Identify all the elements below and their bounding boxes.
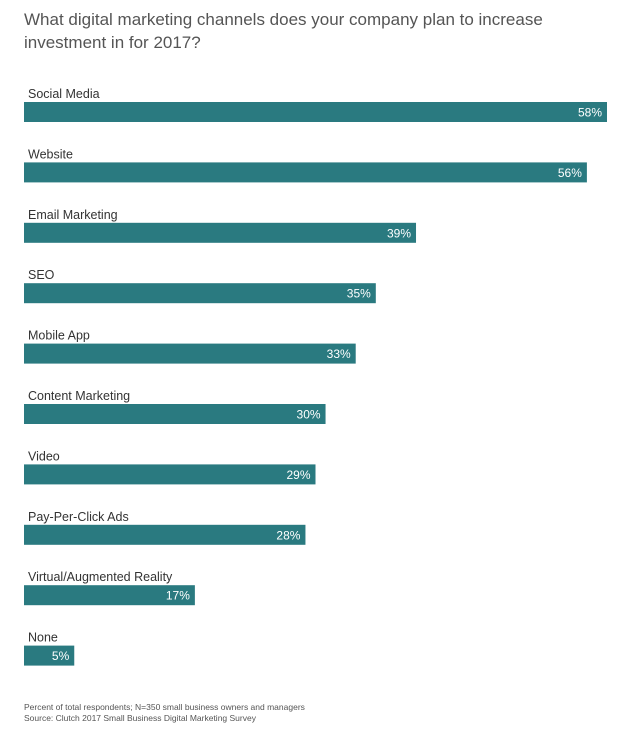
category-label: Social Media	[28, 87, 100, 101]
value-label: 33%	[327, 347, 351, 361]
category-label: SEO	[28, 268, 55, 282]
bar	[24, 585, 195, 606]
category-label: Mobile App	[28, 329, 90, 343]
footnote: Percent of total respondents; N=350 smal…	[24, 702, 614, 724]
bar	[24, 404, 326, 424]
value-label: 5%	[52, 649, 70, 663]
value-label: 17%	[166, 589, 190, 603]
category-label: Email Marketing	[28, 208, 118, 222]
bar	[24, 102, 607, 122]
bar	[24, 464, 316, 485]
value-label: 56%	[558, 166, 582, 180]
bar	[24, 222, 417, 243]
value-label: 39%	[387, 226, 411, 240]
category-label: Video	[28, 449, 60, 463]
bar	[24, 343, 356, 364]
category-label: Pay-Per-Click Ads	[28, 510, 129, 524]
category-label: Website	[28, 147, 73, 161]
value-label: 30%	[297, 408, 321, 422]
value-label: 29%	[286, 468, 310, 482]
bar	[24, 524, 306, 545]
bar	[24, 645, 75, 666]
footnote-source: Source: Clutch 2017 Small Business Digit…	[24, 713, 256, 723]
category-label: Virtual/Augmented Reality	[28, 570, 173, 584]
chart-title: What digital marketing channels does you…	[24, 10, 543, 52]
category-label: Content Marketing	[28, 389, 130, 403]
bar	[24, 162, 587, 183]
bar	[24, 283, 376, 304]
value-label: 58%	[578, 106, 602, 120]
value-label: 28%	[276, 528, 300, 542]
category-label: None	[28, 631, 58, 645]
value-label: 35%	[347, 287, 371, 301]
footnote-respondents: Percent of total respondents; N=350 smal…	[24, 702, 305, 712]
